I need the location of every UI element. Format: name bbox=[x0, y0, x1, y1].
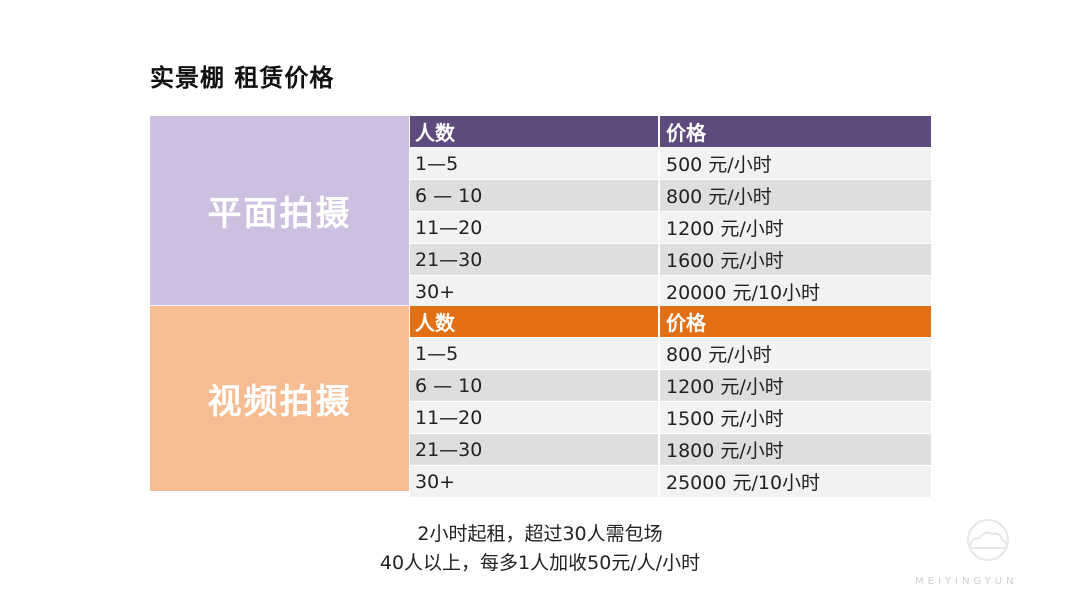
price-cell: 800 元/小时 bbox=[666, 186, 772, 208]
price-cell: 1500 元/小时 bbox=[666, 408, 784, 430]
people-cell: 1—5 bbox=[410, 338, 660, 369]
note-line: 2小时起租，超过30人需包场 bbox=[417, 523, 663, 545]
photo-pricing-table: 人数 价格 1—5 500 元/小时 6 — 10 800 元/小时 11—20… bbox=[410, 116, 931, 308]
table-row: 6 — 10 800 元/小时 bbox=[410, 180, 931, 212]
people-cell: 6 — 10 bbox=[410, 370, 660, 401]
price-cell: 1600 元/小时 bbox=[666, 250, 784, 272]
photo-pricing-block: 平面拍摄 人数 价格 1—5 500 元/小时 6 — 10 800 元/小时 … bbox=[150, 116, 931, 308]
price-cell: 1800 元/小时 bbox=[666, 440, 784, 462]
table-row: 1—5 500 元/小时 bbox=[410, 148, 931, 180]
table-row: 21—30 1800 元/小时 bbox=[410, 434, 931, 466]
video-pricing-block: 视频拍摄 人数 价格 1—5 800 元/小时 6 — 10 1200 元/小时… bbox=[150, 306, 931, 498]
table-row: 30+ 25000 元/10小时 bbox=[410, 466, 931, 498]
table-row: 30+ 20000 元/10小时 bbox=[410, 276, 931, 308]
header-price: 价格 bbox=[666, 311, 706, 335]
header-people: 人数 bbox=[410, 116, 660, 147]
table-header-row: 人数 价格 bbox=[410, 306, 931, 338]
page-title: 实景棚 租赁价格 bbox=[150, 64, 335, 92]
rental-notes: 2小时起租，超过30人需包场 40人以上，每多1人加收50元/人/小时 bbox=[0, 520, 1080, 578]
people-cell: 6 — 10 bbox=[410, 180, 660, 211]
people-cell: 21—30 bbox=[410, 244, 660, 275]
table-header-row: 人数 价格 bbox=[410, 116, 931, 148]
people-cell: 30+ bbox=[410, 276, 660, 307]
video-category-label: 视频拍摄 bbox=[150, 306, 409, 491]
price-cell: 1200 元/小时 bbox=[666, 376, 784, 398]
table-row: 6 — 10 1200 元/小时 bbox=[410, 370, 931, 402]
people-cell: 1—5 bbox=[410, 148, 660, 179]
table-row: 11—20 1200 元/小时 bbox=[410, 212, 931, 244]
table-row: 11—20 1500 元/小时 bbox=[410, 402, 931, 434]
header-price: 价格 bbox=[666, 121, 706, 145]
note-line: 40人以上，每多1人加收50元/人/小时 bbox=[379, 552, 701, 574]
photo-category-label: 平面拍摄 bbox=[150, 116, 409, 305]
cloud-logo-icon bbox=[967, 519, 1009, 561]
price-cell: 500 元/小时 bbox=[666, 154, 772, 176]
watermark-text: MEIYINGYUN bbox=[915, 576, 1018, 587]
people-cell: 11—20 bbox=[410, 402, 660, 433]
people-cell: 11—20 bbox=[410, 212, 660, 243]
video-pricing-table: 人数 价格 1—5 800 元/小时 6 — 10 1200 元/小时 11—2… bbox=[410, 306, 931, 498]
price-cell: 25000 元/10小时 bbox=[666, 472, 821, 494]
price-cell: 20000 元/10小时 bbox=[666, 282, 821, 304]
price-cell: 800 元/小时 bbox=[666, 344, 772, 366]
price-cell: 1200 元/小时 bbox=[666, 218, 784, 240]
table-row: 1—5 800 元/小时 bbox=[410, 338, 931, 370]
people-cell: 30+ bbox=[410, 466, 660, 497]
people-cell: 21—30 bbox=[410, 434, 660, 465]
header-people: 人数 bbox=[410, 306, 660, 337]
table-row: 21—30 1600 元/小时 bbox=[410, 244, 931, 276]
